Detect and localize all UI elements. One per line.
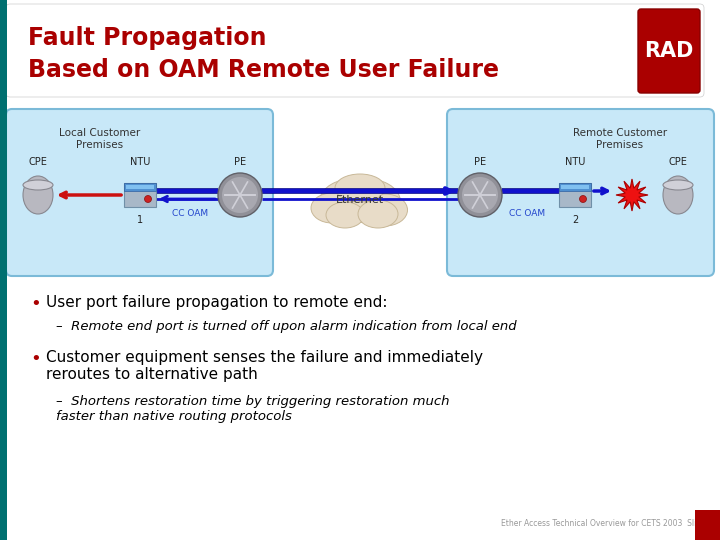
Bar xyxy=(124,183,156,207)
Text: CPE: CPE xyxy=(29,157,48,167)
Ellipse shape xyxy=(23,176,53,214)
FancyBboxPatch shape xyxy=(6,109,273,276)
Ellipse shape xyxy=(320,178,400,222)
Circle shape xyxy=(458,173,502,217)
Text: CPE: CPE xyxy=(669,157,688,167)
Text: •: • xyxy=(30,295,41,313)
FancyBboxPatch shape xyxy=(447,109,714,276)
Ellipse shape xyxy=(335,174,385,202)
Bar xyxy=(559,183,591,207)
Ellipse shape xyxy=(663,176,693,214)
Text: PE: PE xyxy=(234,157,246,167)
Bar xyxy=(126,185,154,189)
Ellipse shape xyxy=(326,202,364,228)
FancyBboxPatch shape xyxy=(6,4,704,97)
Text: Ethernet: Ethernet xyxy=(336,195,384,205)
Polygon shape xyxy=(616,179,648,211)
Text: •: • xyxy=(30,350,41,368)
Circle shape xyxy=(580,195,587,202)
Text: Local Customer
Premises: Local Customer Premises xyxy=(59,128,140,150)
FancyBboxPatch shape xyxy=(638,9,700,93)
Text: 1: 1 xyxy=(137,215,143,225)
Circle shape xyxy=(145,195,151,202)
Text: User port failure propagation to remote end:: User port failure propagation to remote … xyxy=(46,295,387,310)
Ellipse shape xyxy=(362,194,408,226)
Text: CC OAM: CC OAM xyxy=(509,209,545,218)
Text: Fault Propagation: Fault Propagation xyxy=(28,26,266,50)
Bar xyxy=(124,183,156,191)
Text: –  Remote end port is turned off upon alarm indication from local end: – Remote end port is turned off upon ala… xyxy=(56,320,517,333)
Text: 2: 2 xyxy=(572,215,578,225)
Text: Ether Access Technical Overview for CETS 2003  Slide 15: Ether Access Technical Overview for CETS… xyxy=(501,519,718,528)
Bar xyxy=(561,185,589,189)
Circle shape xyxy=(462,177,498,213)
Circle shape xyxy=(218,173,262,217)
Text: NTU: NTU xyxy=(130,157,150,167)
Ellipse shape xyxy=(663,180,693,190)
Text: Remote Customer
Premises: Remote Customer Premises xyxy=(573,128,667,150)
Text: Customer equipment senses the failure and immediately
reroutes to alternative pa: Customer equipment senses the failure an… xyxy=(46,350,483,382)
Ellipse shape xyxy=(311,193,353,223)
Text: CC OAM: CC OAM xyxy=(172,209,208,218)
Text: NTU: NTU xyxy=(564,157,585,167)
Bar xyxy=(559,183,591,191)
Bar xyxy=(0,0,7,540)
Text: RAD: RAD xyxy=(644,41,693,61)
Ellipse shape xyxy=(23,180,53,190)
Ellipse shape xyxy=(358,200,398,228)
Text: Based on OAM Remote User Failure: Based on OAM Remote User Failure xyxy=(28,58,499,82)
Bar xyxy=(695,510,720,540)
Text: –  Shortens restoration time by triggering restoration much
faster than native r: – Shortens restoration time by triggerin… xyxy=(56,395,449,423)
Text: PE: PE xyxy=(474,157,486,167)
Circle shape xyxy=(222,177,258,213)
